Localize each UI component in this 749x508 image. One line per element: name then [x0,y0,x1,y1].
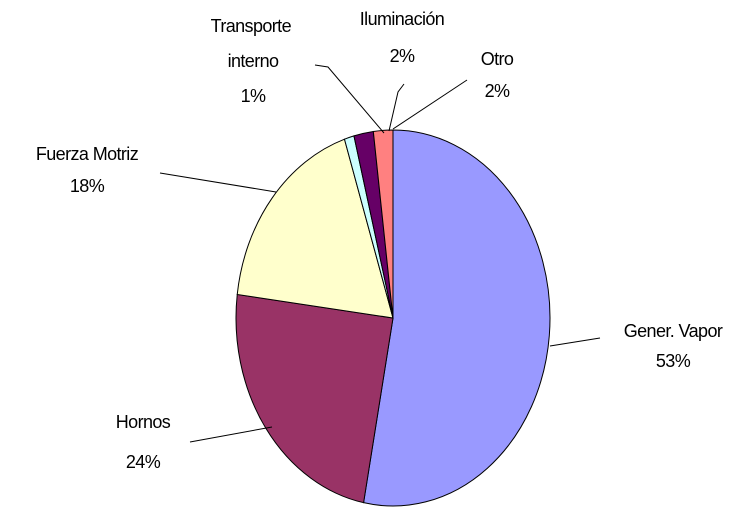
slice-label: Transporte interno [211,16,296,71]
slice-value-label: 18% [70,176,105,196]
leader-line [189,426,273,443]
slice-label: Hornos [116,412,171,432]
slice-label: Fuerza Motriz [36,144,139,164]
slice-label-line: interno [228,51,279,71]
slice-label: Gener. Vapor [624,321,723,341]
slice-value-label: 2% [390,46,415,66]
leader-line [159,172,277,193]
slice-value-label: 1% [241,86,266,106]
leader-line [314,64,385,134]
pie-slice [363,129,551,507]
pie-slice [372,129,394,319]
leader-line [392,79,468,130]
leader-line [549,337,601,347]
pie-slice [236,138,394,319]
slice-value-label: 53% [656,351,691,371]
slice-label: Iluminación [360,9,444,29]
leader-line [388,83,405,132]
slice-label-line: Transporte [211,16,296,36]
slice-value-label: 2% [485,81,510,101]
slice-label: Otro [481,49,514,69]
slice-value-label: 24% [126,452,161,472]
